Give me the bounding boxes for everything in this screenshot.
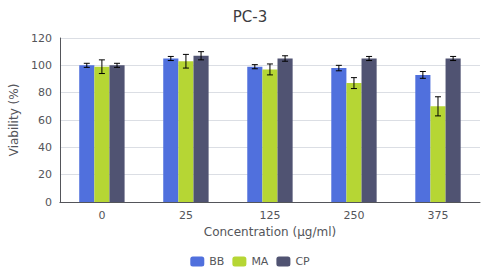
svg-text:60: 60 bbox=[38, 114, 52, 127]
svg-text:125: 125 bbox=[259, 209, 280, 222]
svg-text:40: 40 bbox=[38, 141, 52, 154]
svg-text:120: 120 bbox=[31, 32, 52, 45]
svg-text:0: 0 bbox=[45, 196, 52, 209]
svg-text:20: 20 bbox=[38, 168, 52, 181]
svg-text:Concentration (μg/ml): Concentration (μg/ml) bbox=[204, 225, 336, 239]
svg-text:PC-3: PC-3 bbox=[233, 8, 267, 26]
svg-text:80: 80 bbox=[38, 86, 52, 99]
svg-text:375: 375 bbox=[427, 209, 448, 222]
svg-text:250: 250 bbox=[343, 209, 364, 222]
svg-text:Viability (%): Viability (%) bbox=[7, 84, 21, 157]
svg-text:100: 100 bbox=[31, 59, 52, 72]
svg-text:0: 0 bbox=[98, 209, 105, 222]
svg-text:CP: CP bbox=[295, 255, 310, 268]
svg-text:25: 25 bbox=[179, 209, 193, 222]
svg-text:BB: BB bbox=[209, 255, 224, 268]
svg-text:MA: MA bbox=[251, 255, 268, 268]
